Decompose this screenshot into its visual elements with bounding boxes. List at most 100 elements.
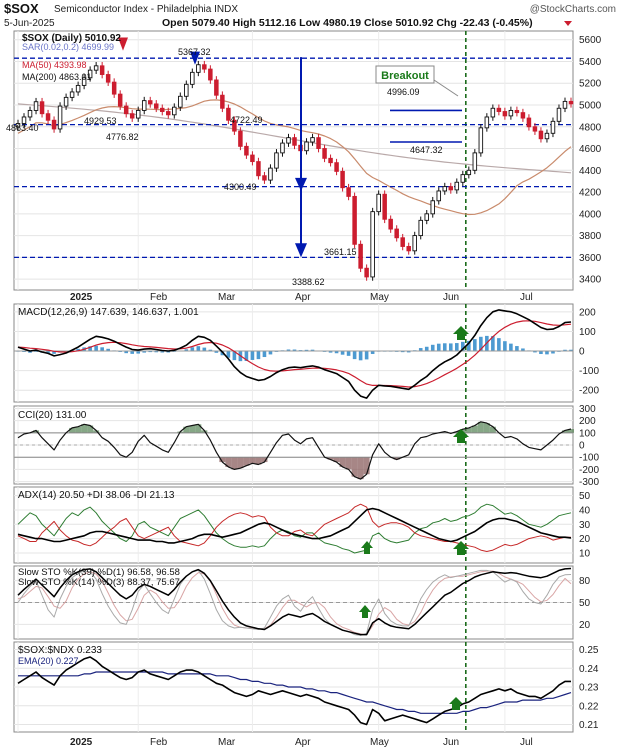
up-arrow-icon [361, 541, 373, 554]
ohlc-summary: Open 5079.40 High 5112.16 Low 4980.19 Cl… [162, 17, 533, 29]
candle-body [135, 109, 141, 119]
candle-body [238, 130, 243, 147]
macd-histogram-bar [262, 351, 267, 358]
candle-body [562, 100, 568, 109]
candle-body [454, 181, 460, 191]
candle-body [322, 148, 327, 159]
macd-histogram-bar [406, 351, 411, 353]
macd-histogram-bar [400, 351, 405, 353]
cci-oversold-fill [249, 457, 256, 464]
stoch-k14-line [17, 569, 572, 636]
cci-oversold-fill [243, 457, 250, 466]
candle-body [123, 105, 129, 115]
x-tick-label: Jun [443, 737, 459, 748]
y-tick-label: 0.24 [579, 664, 599, 675]
cci-overbought-fill [561, 430, 568, 433]
y-tick-label: 5200 [579, 79, 602, 90]
macd-line [17, 309, 572, 399]
y-tick-label: 10 [579, 548, 591, 559]
price-legend-entry: SAR(0.02,0.2) 4699.99 [22, 42, 114, 52]
candle-body [346, 187, 351, 197]
candle-body [147, 100, 153, 105]
candle-body [286, 137, 291, 144]
cci-overbought-fill [183, 426, 190, 433]
candle-body [460, 174, 466, 183]
macd-histogram-bar [497, 338, 501, 352]
candle-body [63, 96, 69, 107]
macd-histogram-bar [214, 351, 219, 353]
cci-overbought-fill [465, 427, 472, 433]
candle-body [220, 94, 225, 109]
cci-overbought-fill [195, 424, 202, 433]
candle-body [160, 107, 165, 112]
candle-body [388, 218, 393, 230]
price-legend-entry: MA(200) 4863.01 [22, 72, 92, 82]
macd-histogram-bar [442, 343, 447, 352]
cci-oversold-fill [393, 457, 400, 460]
y-tick-label: 20 [579, 620, 591, 631]
candle-body [466, 169, 472, 176]
stoch-legend-39: Slow STO %K(39) %D(1) 96.58, 96.58 [18, 567, 180, 578]
macd-histogram-bar [454, 343, 459, 352]
y-tick-label: 4000 [579, 209, 602, 220]
cci-oversold-fill [339, 457, 346, 467]
candle-body [153, 103, 159, 109]
candle-body [117, 93, 123, 107]
candle-body [496, 107, 502, 112]
y-tick-label: 200 [579, 307, 596, 318]
price-annotation: 4996.09 [387, 87, 420, 97]
macd-histogram-bar [346, 351, 351, 356]
candle-body [394, 228, 399, 239]
y-tick-label: 5400 [579, 57, 602, 68]
x-tick-label: Mar [218, 292, 236, 303]
y-tick-label: 20 [579, 534, 591, 545]
down-arrow-icon [190, 51, 200, 65]
date-label: 5-Jun-2025 [4, 18, 55, 29]
candle-body [274, 152, 279, 169]
price-annotation: 4722.49 [230, 115, 263, 125]
macd-histogram-bar [521, 348, 525, 352]
macd-histogram-bar [154, 351, 159, 353]
macd-histogram-bar [370, 351, 375, 354]
cci-legend: CCI(20) 131.00 [18, 410, 87, 421]
y-tick-label: 200 [579, 416, 596, 427]
index-name: Semiconductor Index - Philadelphia INDX [54, 4, 238, 15]
cci-oversold-fill [327, 457, 334, 460]
candle-body [448, 186, 454, 191]
macd-histogram-bar [467, 340, 471, 352]
price-annotation: 3661.15 [324, 247, 357, 257]
candle-body [304, 141, 309, 152]
price-annotation: 4647.32 [410, 145, 443, 155]
adx-line [17, 507, 572, 544]
y-tick-label: 0.21 [579, 720, 599, 731]
candle-body [568, 100, 574, 105]
x-tick-label: May [370, 737, 389, 748]
macd-histogram-bar [340, 351, 345, 355]
candle-body [430, 200, 436, 215]
macd-histogram-bar [424, 346, 429, 352]
y-tick-label: -200 [579, 465, 599, 476]
cci-oversold-fill [219, 457, 226, 463]
macd-histogram-bar [184, 349, 189, 352]
price-annotation: 4863.40 [6, 123, 39, 133]
down-arrow-icon [295, 243, 307, 258]
candle-body [412, 235, 417, 252]
candle-body [376, 193, 381, 213]
macd-histogram-bar [310, 349, 315, 352]
candle-body [93, 65, 99, 71]
macd-histogram-bar [52, 351, 56, 354]
y-tick-label: -200 [579, 386, 599, 397]
cci-oversold-fill [237, 457, 244, 469]
candle-body [244, 145, 249, 156]
candle-body [280, 142, 285, 154]
price-annotation: 3388.62 [292, 277, 325, 287]
macd-histogram-bar [551, 351, 555, 354]
macd-histogram-bar [479, 336, 483, 352]
ratio-legend: $SOX:$NDX 0.233 [18, 645, 102, 656]
candle-body [51, 119, 57, 130]
macd-histogram-bar [28, 351, 32, 353]
y-tick-label: 0.23 [579, 683, 599, 694]
macd-histogram-bar [130, 351, 135, 354]
